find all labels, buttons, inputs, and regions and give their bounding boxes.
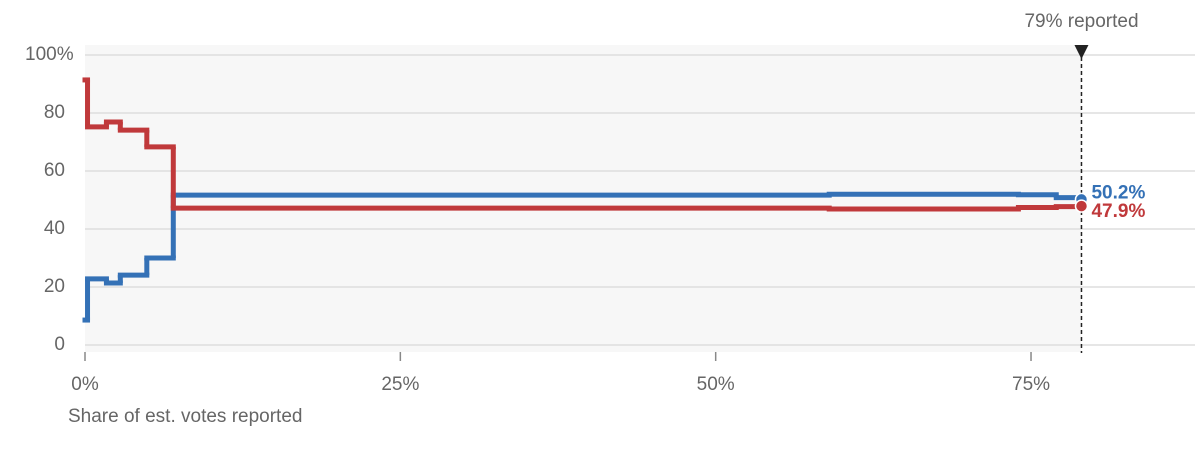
x-tick-label: 0% (71, 374, 99, 395)
x-tick-label: 25% (381, 374, 419, 395)
y-tick-label: 100% (25, 44, 74, 65)
y-tick-label: 40 (44, 218, 65, 239)
x-tick-label: 50% (697, 374, 735, 395)
reported-region (85, 45, 1082, 352)
reported-marker (1074, 45, 1089, 59)
y-tick-label: 0 (54, 334, 65, 355)
end-dot (1074, 199, 1089, 213)
value-label: 50.2% (1091, 182, 1145, 203)
annotation-label: 79% reported (1024, 11, 1138, 32)
y-tick-label: 60 (44, 160, 65, 181)
value-label: 47.9% (1091, 201, 1145, 222)
y-tick-label: 20 (44, 276, 65, 297)
x-tick-label: 75% (1012, 374, 1050, 395)
y-tick-label: 80 (44, 102, 65, 123)
x-axis-label: Share of est. votes reported (68, 406, 302, 427)
